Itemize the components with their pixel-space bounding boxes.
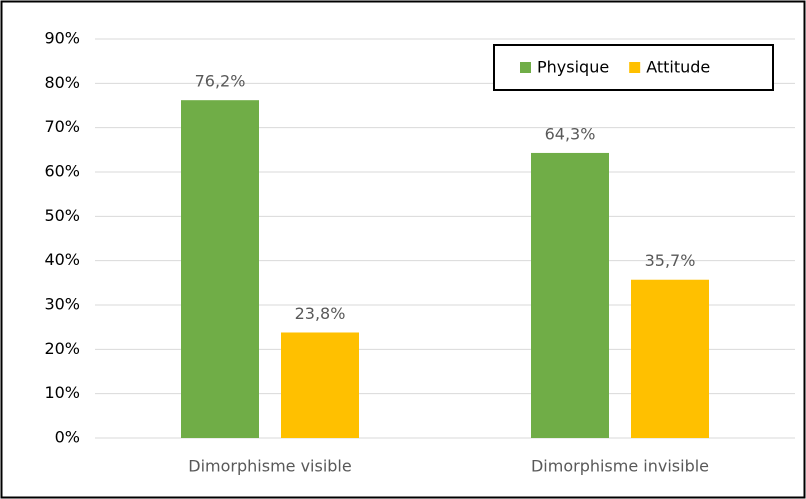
data-label: 23,8% [295, 304, 346, 323]
legend-label: Attitude [646, 58, 710, 77]
x-tick-label: Dimorphisme invisible [531, 457, 709, 476]
y-tick-label: 10% [44, 383, 80, 402]
y-tick-label: 40% [44, 250, 80, 269]
data-label: 64,3% [545, 124, 596, 143]
x-tick-label: Dimorphisme visible [188, 457, 351, 476]
legend-label: Physique [537, 58, 609, 77]
y-tick-label: 80% [44, 73, 80, 92]
data-label: 35,7% [645, 251, 696, 270]
y-tick-label: 50% [44, 206, 80, 225]
y-tick-label: 30% [44, 295, 80, 314]
bar [531, 152, 609, 439]
bar [181, 100, 259, 439]
bar [281, 332, 359, 438]
y-tick-label: 20% [44, 339, 80, 358]
y-tick-label: 60% [44, 162, 80, 181]
y-tick-label: 90% [44, 29, 80, 48]
legend-swatch [520, 62, 531, 73]
legend-swatch [629, 62, 641, 73]
y-tick-label: 0% [55, 428, 80, 447]
y-tick-label: 70% [44, 117, 80, 136]
bar [631, 279, 709, 438]
data-label: 76,2% [195, 72, 246, 91]
